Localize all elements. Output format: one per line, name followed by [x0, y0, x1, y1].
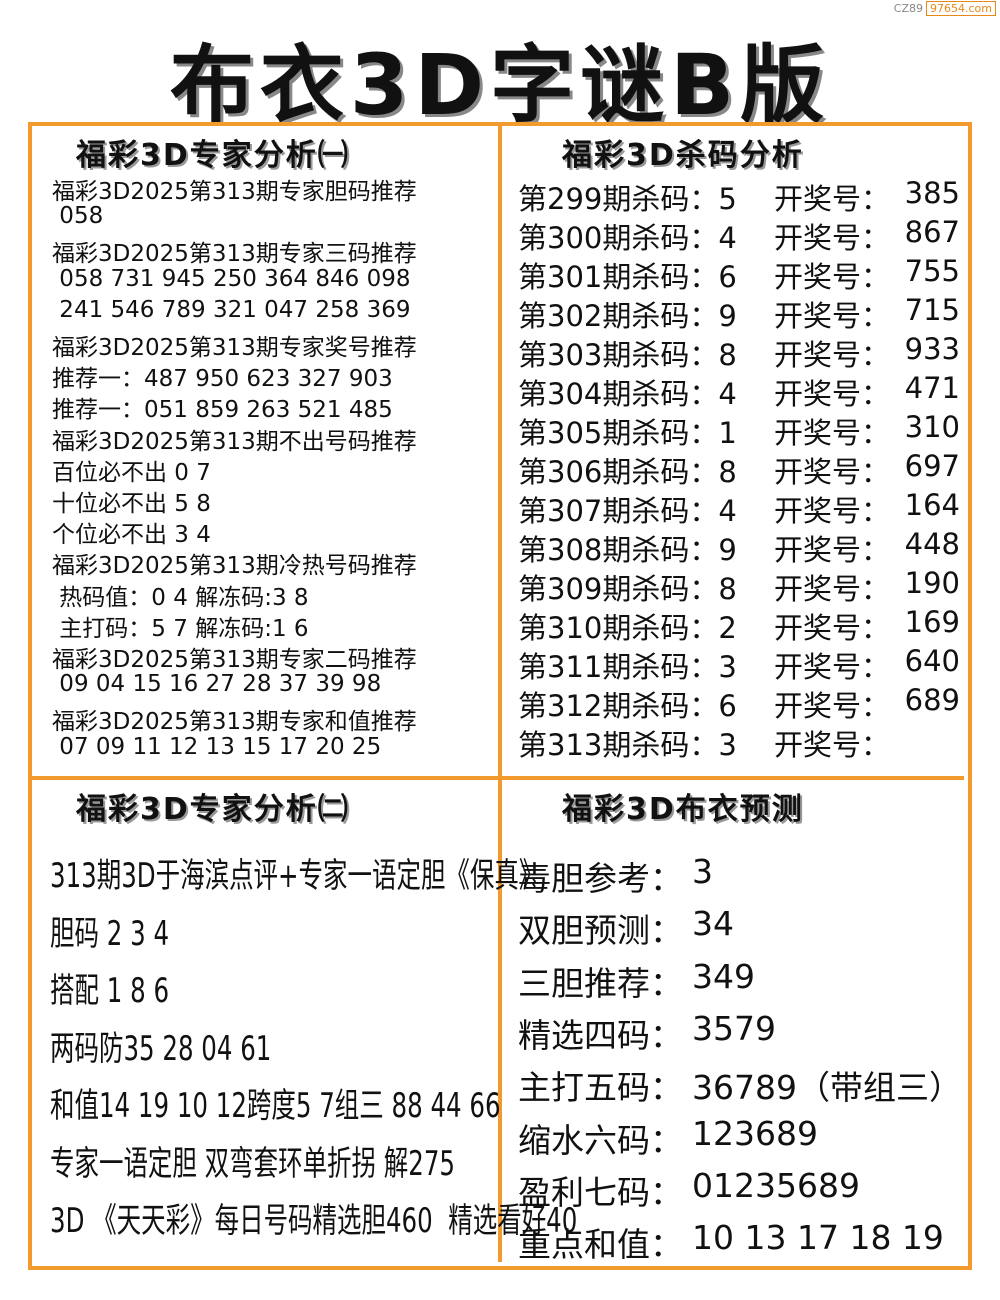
draw-number: 471 — [904, 371, 960, 405]
page-title: 布衣3D字谜B版 — [169, 36, 831, 134]
text-line: 推荐一：487 950 623 327 903 — [52, 366, 393, 393]
draw-label: 开奖号： — [774, 533, 891, 567]
kill-text: 第313期杀码：3 — [518, 728, 737, 762]
text-line: 主打码：5 7 解冻码:1 6 — [52, 615, 309, 642]
text-line: 3D 《天天彩》每日号码精选胆460 精选看好40 — [50, 1201, 578, 1241]
text-line: 百位必不出 0 7 — [52, 459, 211, 486]
text-line: 福彩3D2025第313期专家三码推荐 — [52, 241, 417, 268]
forecast-label: 缩水六码： — [518, 1120, 683, 1160]
draw-label: 开奖号： — [774, 377, 891, 411]
text-line: 专家一语定胆 双弯套环单折拐 解275 — [50, 1143, 456, 1184]
text-line: 胆码 2 3 4 — [50, 913, 170, 954]
divider-v — [498, 122, 502, 1262]
draw-label: 开奖号： — [774, 260, 891, 294]
panel-heading: 福彩3D专家分析㈡ — [76, 792, 350, 827]
draw-number: 164 — [904, 488, 960, 522]
text-line: 个位必不出 3 4 — [52, 522, 211, 549]
forecast-label: 精选四码： — [518, 1015, 683, 1055]
kill-text: 第303期杀码：8 — [518, 338, 737, 372]
text-line: 热码值：0 4 解冻码:3 8 — [52, 584, 309, 611]
watermark: CZ89 97654.com — [893, 1, 996, 16]
text-line: 福彩3D2025第313期专家奖号推荐 — [52, 335, 417, 361]
forecast-label: 重点和值： — [518, 1225, 683, 1265]
draw-number: 697 — [904, 449, 960, 483]
draw-label: 开奖号： — [774, 221, 891, 255]
kill-text: 第308期杀码：9 — [518, 533, 737, 567]
draw-label: 开奖号： — [774, 494, 891, 528]
text-line: 058 731 945 250 364 846 098 — [52, 265, 411, 292]
text-line: 十位必不出 5 8 — [52, 491, 211, 517]
forecast-value: 01235689 — [692, 1165, 860, 1205]
text-line: 福彩3D2025第313期不出号码推荐 — [52, 428, 417, 455]
panel-heading: 福彩3D专家分析㈠ — [76, 138, 350, 173]
draw-label: 开奖号： — [774, 416, 891, 450]
watermark-domain: 97654.com — [926, 1, 996, 16]
kill-text: 第301期杀码：6 — [518, 260, 737, 294]
forecast-label: 三胆推荐： — [518, 963, 683, 1003]
kill-text: 第299期杀码：5 — [518, 182, 737, 216]
kill-text: 第311期杀码：3 — [518, 650, 737, 684]
text-line: 313期3D于海滨点评+专家一语定胆《保真》 — [50, 856, 544, 896]
kill-text: 第300期杀码：4 — [518, 221, 737, 255]
draw-number: 190 — [904, 566, 960, 600]
text-line: 058 — [52, 203, 104, 230]
text-line: 09 04 15 16 27 28 37 39 98 — [52, 671, 382, 698]
panel-heading: 福彩3D杀码分析 — [562, 138, 804, 173]
kill-text: 第312期杀码：6 — [518, 689, 737, 723]
draw-number: 689 — [904, 683, 960, 717]
forecast-value: 123689 — [692, 1113, 818, 1153]
kill-text: 第307期杀码：4 — [518, 494, 737, 528]
draw-number: 169 — [904, 605, 960, 639]
forecast-value: 3 — [692, 852, 713, 891]
draw-number: 755 — [904, 254, 960, 288]
forecast-value: 36789（带组三） — [692, 1068, 962, 1108]
draw-label: 开奖号： — [774, 650, 891, 684]
draw-label: 开奖号： — [774, 689, 891, 723]
text-line: 推荐一：051 859 263 521 485 — [52, 397, 393, 424]
kill-text: 第306期杀码：8 — [518, 455, 737, 489]
draw-number: 867 — [904, 215, 960, 249]
draw-number: 640 — [904, 644, 960, 678]
forecast-value: 34 — [692, 904, 734, 944]
text-line: 两码防35 28 04 61 — [50, 1028, 272, 1069]
kill-text: 第304期杀码：4 — [518, 377, 737, 411]
draw-label: 开奖号： — [774, 299, 891, 333]
forecast-label: 双胆预测： — [518, 911, 683, 951]
draw-label: 开奖号： — [774, 182, 891, 216]
text-line: 福彩3D2025第313期冷热号码推荐 — [52, 553, 417, 580]
kill-text: 第309期杀码：8 — [518, 572, 737, 606]
draw-label: 开奖号： — [774, 338, 891, 372]
draw-number: 933 — [904, 332, 960, 366]
kill-text: 第302期杀码：9 — [518, 299, 737, 333]
forecast-label: 主打五码： — [518, 1068, 683, 1108]
watermark-site: CZ89 — [893, 2, 924, 15]
draw-label: 开奖号： — [774, 728, 891, 762]
forecast-label: 盈利七码： — [518, 1172, 683, 1212]
text-line: 241 546 789 321 047 258 369 — [52, 296, 411, 323]
draw-number: 385 — [904, 176, 960, 210]
draw-label: 开奖号： — [774, 572, 891, 606]
forecast-label: 毒胆参考： — [518, 859, 683, 898]
text-line: 福彩3D2025第313期专家和值推荐 — [52, 709, 417, 736]
text-line: 07 09 11 12 13 15 17 20 25 — [52, 733, 382, 760]
draw-number: 448 — [904, 527, 960, 561]
draw-number: 715 — [904, 293, 960, 327]
forecast-value: 349 — [692, 956, 755, 996]
divider-h — [28, 776, 964, 780]
forecast-value: 3579 — [692, 1008, 776, 1048]
panel-heading: 福彩3D布衣预测 — [562, 792, 804, 827]
forecast-value: 10 13 17 18 19 — [692, 1218, 944, 1258]
draw-number: 310 — [904, 410, 960, 444]
text-line: 福彩3D2025第313期专家二码推荐 — [52, 647, 417, 673]
text-line: 福彩3D2025第313期专家胆码推荐 — [52, 179, 417, 205]
draw-label: 开奖号： — [774, 611, 891, 645]
kill-text: 第310期杀码：2 — [518, 611, 737, 645]
text-line: 搭配 1 8 6 — [50, 971, 170, 1011]
draw-label: 开奖号： — [774, 455, 891, 489]
kill-text: 第305期杀码：1 — [518, 416, 737, 450]
text-line: 和值14 19 10 12跨度5 7组三 88 44 66 — [50, 1086, 501, 1126]
